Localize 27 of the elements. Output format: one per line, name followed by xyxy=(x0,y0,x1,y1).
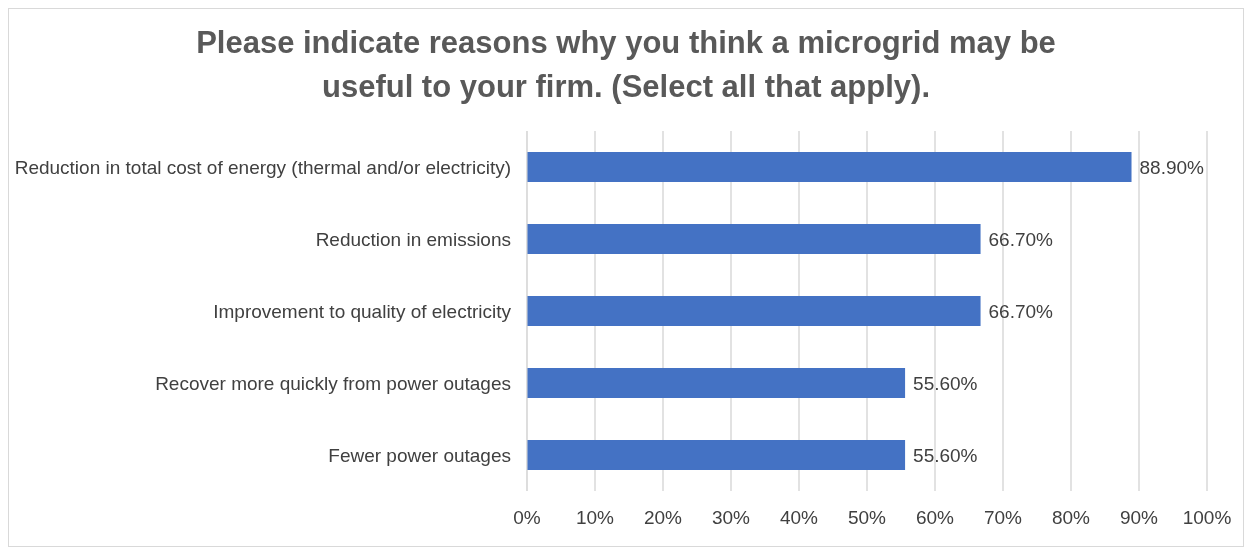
data-label: 66.70% xyxy=(988,300,1054,322)
x-tick-label: 10% xyxy=(575,507,615,529)
data-label: 55.60% xyxy=(913,444,978,466)
y-tick-label: Fewer power outages xyxy=(328,444,511,466)
x-tick-label: 40% xyxy=(779,507,819,529)
y-tick-label: Improvement to quality of electricity xyxy=(213,300,512,322)
data-label: 55.60% xyxy=(913,372,978,394)
bar xyxy=(527,368,906,398)
x-tick-label: 50% xyxy=(847,507,887,529)
bar xyxy=(527,152,1132,182)
y-tick-label: Recover more quickly from power outages xyxy=(155,372,511,394)
x-tick-label: 90% xyxy=(1119,507,1159,529)
bar xyxy=(527,296,981,326)
x-tick-label: 30% xyxy=(711,507,751,529)
y-tick-label: Reduction in emissions xyxy=(315,228,511,250)
data-label: 66.70% xyxy=(988,228,1054,250)
bar xyxy=(527,224,981,254)
bar xyxy=(527,440,906,470)
x-tick-label: 70% xyxy=(983,507,1023,529)
x-tick-label: 20% xyxy=(643,507,683,529)
x-tick-label: 60% xyxy=(915,507,955,529)
data-label: 88.90% xyxy=(1139,156,1205,178)
x-tick-label: 80% xyxy=(1051,507,1091,529)
chart-title: Please indicate reasons why you think a microgrid may be useful to your firm. (Select all that apply). xyxy=(195,24,1057,106)
x-tick-label: 100% xyxy=(1182,507,1232,529)
y-tick-label: Reduction in total cost of energy (thermal and/or electricity) xyxy=(14,156,511,178)
x-tick-label: 0% xyxy=(513,507,541,529)
